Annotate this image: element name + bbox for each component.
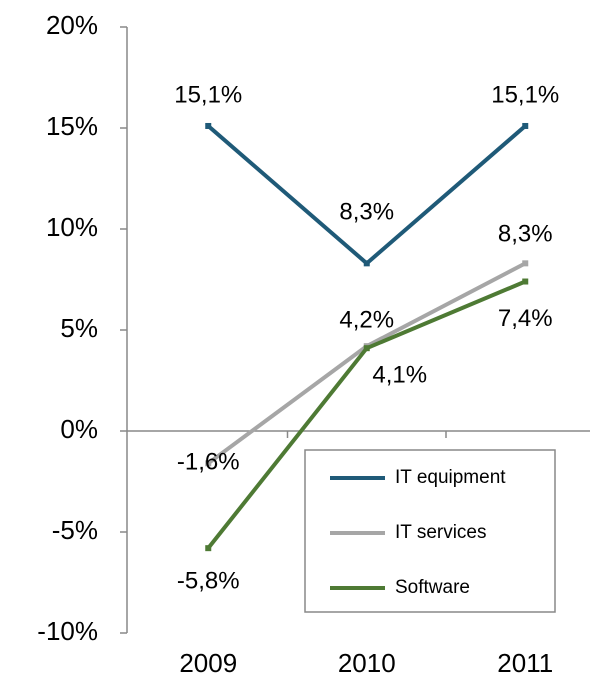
data-label: -1,6% <box>177 449 240 476</box>
point-marker <box>205 122 212 129</box>
point-marker <box>522 122 529 129</box>
data-label: 8,3% <box>498 221 553 248</box>
data-label: -5,8% <box>177 568 240 595</box>
point-marker <box>363 260 370 267</box>
x-tick-label: 2010 <box>338 648 396 678</box>
x-tick-label: 2011 <box>497 648 553 678</box>
y-tick-label: -5% <box>52 515 98 545</box>
y-tick-label: 5% <box>60 313 98 343</box>
y-tick-label: -10% <box>37 616 98 646</box>
point-marker <box>522 278 529 285</box>
data-label: 4,2% <box>339 307 394 334</box>
legend-label: IT equipment <box>395 467 506 488</box>
series-line <box>207 261 527 465</box>
data-label: 15,1% <box>491 81 559 108</box>
data-label: 8,3% <box>339 199 394 226</box>
point-marker <box>363 345 370 352</box>
y-tick-label: 0% <box>60 414 98 444</box>
y-tick-label: 20% <box>46 10 98 40</box>
data-label: 7,4% <box>498 305 553 332</box>
point-marker <box>205 545 212 552</box>
series-line <box>206 124 527 266</box>
data-label: 15,1% <box>174 81 242 108</box>
point-marker <box>522 260 529 267</box>
data-label: 4,1% <box>372 362 427 389</box>
point-marker <box>205 460 212 467</box>
x-tick-label: 2009 <box>179 648 237 678</box>
y-tick-label: 10% <box>46 212 98 242</box>
y-tick-label: 15% <box>46 111 98 141</box>
legend-label: Software <box>395 577 470 598</box>
legend-label: IT services <box>395 522 487 543</box>
